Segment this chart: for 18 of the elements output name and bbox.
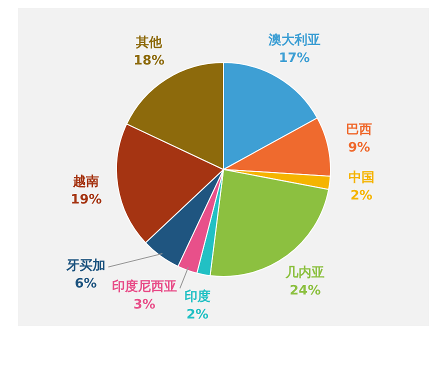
slice-label: 巴西 — [346, 122, 372, 138]
slice-label: 印度尼西亚 — [112, 278, 177, 295]
slice-label: 印度 — [184, 288, 210, 304]
slice-label: 几内亚 — [284, 265, 325, 280]
slice-label: 中国 — [348, 170, 374, 186]
data-label: 9% — [348, 140, 370, 156]
data-label: 19% — [70, 192, 102, 208]
data-label: 2% — [350, 188, 372, 204]
data-label: 24% — [290, 283, 321, 298]
data-label: 17% — [278, 51, 310, 66]
data-label: 18% — [133, 54, 165, 69]
data-label: 6% — [74, 276, 97, 292]
slice-label: 其他 — [135, 36, 164, 51]
slice-label: 牙买加 — [65, 258, 106, 274]
data-label: 2% — [186, 307, 208, 322]
slice-label: 澳大利亚 — [267, 32, 320, 48]
data-label: 3% — [133, 298, 156, 313]
slice-label: 越南 — [72, 174, 100, 190]
